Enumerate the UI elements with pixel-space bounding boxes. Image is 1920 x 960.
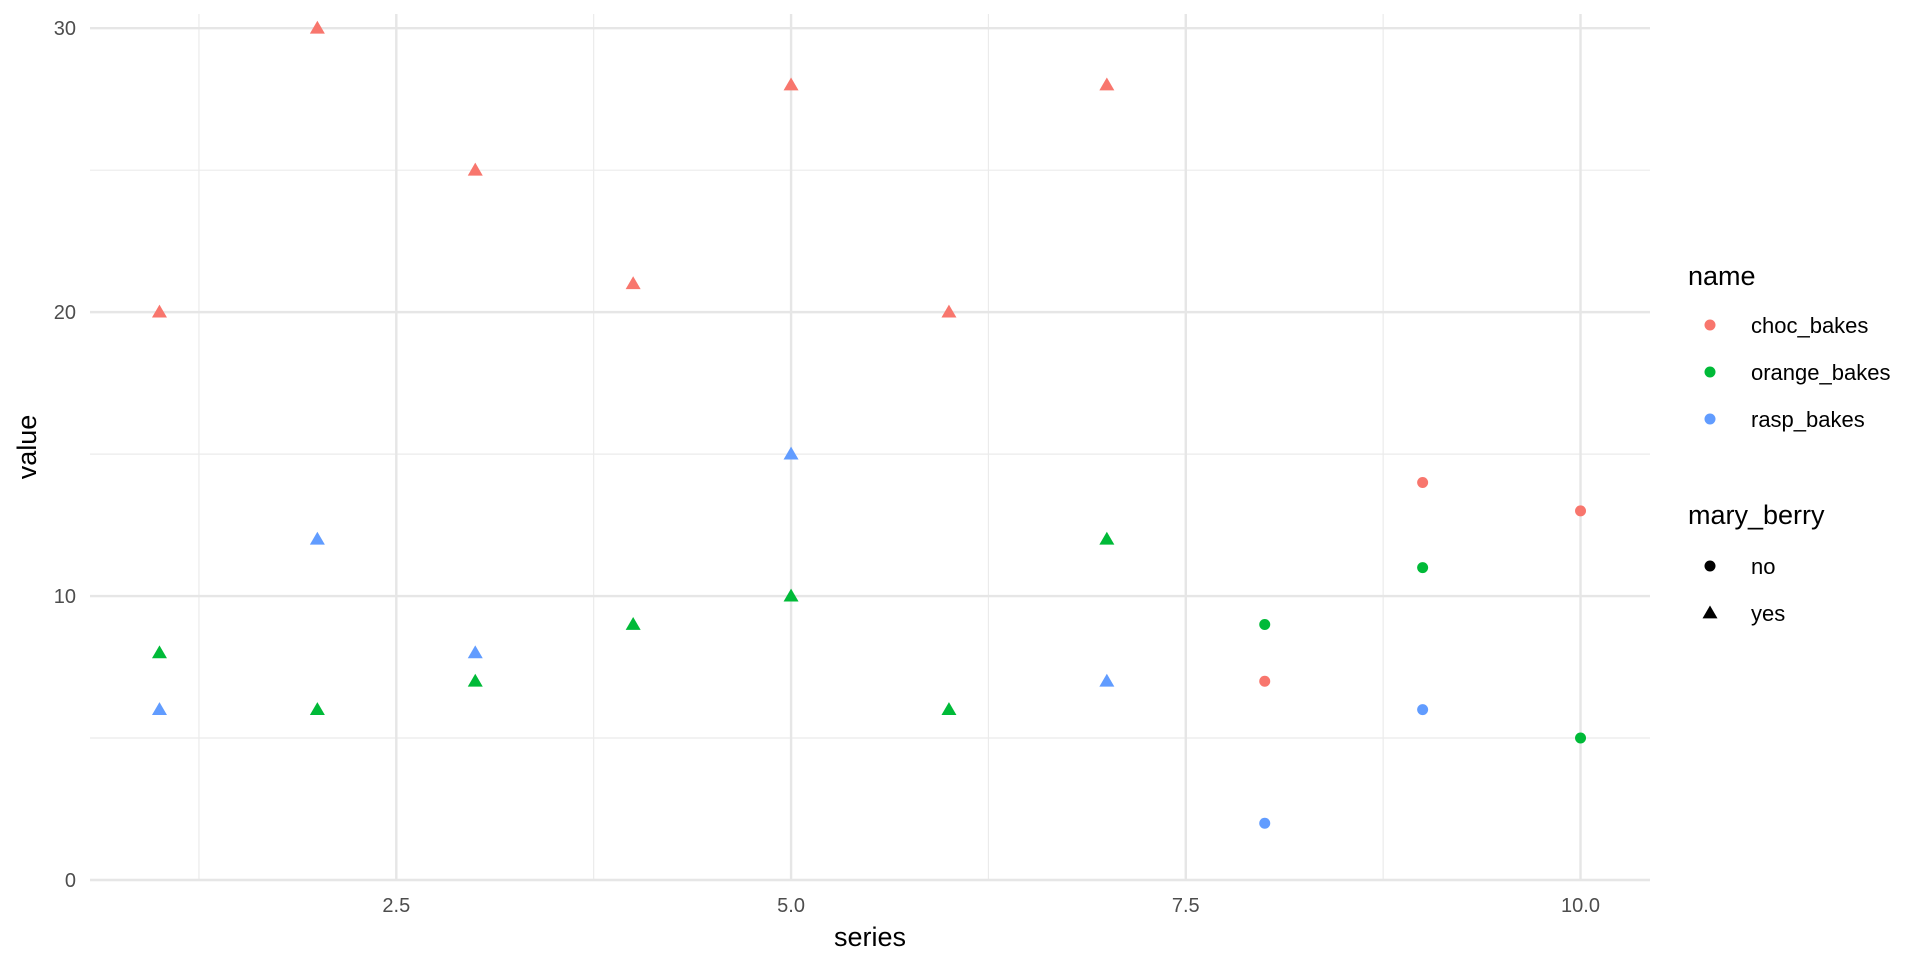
major-gridlines: [90, 14, 1650, 882]
legend-key-orange_bakes: [1704, 366, 1716, 378]
data-point-orange_bakes: [625, 616, 641, 630]
data-point-choc_bakes: [151, 304, 167, 318]
y-tick-label: 20: [54, 302, 76, 324]
data-point-orange_bakes: [1099, 531, 1115, 545]
color-legend-title: name: [1688, 261, 1756, 291]
legend-label-yes: yes: [1751, 601, 1785, 626]
data-point-choc_bakes: [941, 304, 957, 318]
data-points: [151, 20, 1587, 829]
legend-key-choc_bakes: [1704, 319, 1716, 331]
data-point-rasp_bakes: [1259, 817, 1271, 829]
data-point-orange_bakes: [941, 702, 957, 716]
x-tick-label: 2.5: [382, 895, 410, 917]
data-point-choc_bakes: [1575, 505, 1587, 517]
data-point-rasp_bakes: [309, 531, 325, 545]
data-point-choc_bakes: [783, 77, 799, 91]
data-point-orange_bakes: [151, 645, 167, 659]
x-tick-label: 10.0: [1561, 895, 1600, 917]
legend-key-yes: [1702, 605, 1718, 619]
data-point-orange_bakes: [783, 588, 799, 602]
data-point-orange_bakes: [1259, 618, 1271, 630]
data-point-orange_bakes: [1575, 732, 1587, 744]
data-point-choc_bakes: [309, 20, 325, 34]
y-axis-title: value: [12, 415, 42, 480]
x-tick-label: 5.0: [777, 895, 805, 917]
data-point-rasp_bakes: [1417, 704, 1429, 716]
x-axis-title: series: [834, 922, 906, 952]
color-legend: name choc_bakes orange_bakes rasp_bakes: [1688, 261, 1890, 432]
data-point-orange_bakes: [1417, 562, 1429, 574]
shape-legend-title: mary_berry: [1688, 500, 1825, 530]
legend-key-rasp_bakes: [1704, 413, 1716, 425]
legend-key-no: [1704, 560, 1716, 572]
data-point-orange_bakes: [309, 702, 325, 716]
data-point-orange_bakes: [467, 673, 483, 687]
shape-legend: mary_berry no yes: [1688, 500, 1825, 626]
data-point-rasp_bakes: [783, 446, 799, 460]
data-point-choc_bakes: [1417, 476, 1429, 488]
data-point-choc_bakes: [1259, 675, 1271, 687]
y-tick-label: 0: [65, 870, 76, 892]
x-tick-label: 7.5: [1172, 895, 1200, 917]
legend-label-rasp_bakes: rasp_bakes: [1751, 407, 1865, 432]
legend-label-orange_bakes: orange_bakes: [1751, 360, 1890, 385]
y-tick-label: 30: [54, 18, 76, 40]
data-point-choc_bakes: [1099, 77, 1115, 91]
x-axis-tick-labels: 2.5 5.0 7.5 10.0: [382, 895, 1600, 917]
legend-label-choc_bakes: choc_bakes: [1751, 313, 1868, 338]
data-point-choc_bakes: [625, 276, 641, 290]
data-point-rasp_bakes: [1099, 673, 1115, 687]
data-point-rasp_bakes: [467, 645, 483, 659]
data-point-rasp_bakes: [151, 702, 167, 716]
y-axis-tick-labels: 0 10 20 30: [54, 18, 76, 892]
legend-label-no: no: [1751, 554, 1775, 579]
minor-gridlines: [90, 14, 1650, 880]
y-tick-label: 10: [54, 586, 76, 608]
data-point-choc_bakes: [467, 162, 483, 176]
